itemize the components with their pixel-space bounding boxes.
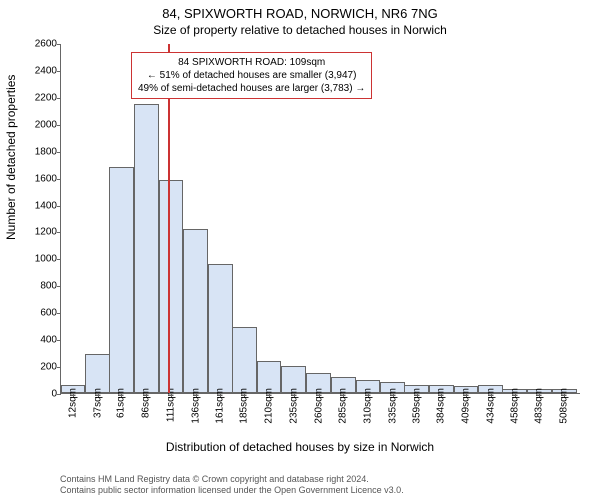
y-tick-label: 0	[21, 389, 57, 400]
x-tick-mark	[146, 393, 147, 397]
x-tick-mark	[171, 393, 172, 397]
footer-line2: Contains public sector information licen…	[60, 485, 404, 496]
y-tick-mark	[57, 340, 61, 341]
x-tick-mark	[368, 393, 369, 397]
y-tick-label: 600	[21, 308, 57, 319]
x-tick-mark	[343, 393, 344, 397]
x-tick-mark	[294, 393, 295, 397]
x-tick-mark	[466, 393, 467, 397]
y-tick-label: 200	[21, 362, 57, 373]
y-tick-label: 1800	[21, 146, 57, 157]
x-tick-mark	[441, 393, 442, 397]
plot-area: 0200400600800100012001400160018002000220…	[60, 44, 580, 394]
y-tick-label: 1400	[21, 200, 57, 211]
y-tick-mark	[57, 232, 61, 233]
y-tick-mark	[57, 313, 61, 314]
x-tick-mark	[515, 393, 516, 397]
footer: Contains HM Land Registry data © Crown c…	[60, 474, 404, 496]
x-tick-mark	[564, 393, 565, 397]
x-tick-mark	[121, 393, 122, 397]
y-tick-mark	[57, 44, 61, 45]
y-tick-mark	[57, 125, 61, 126]
x-tick-mark	[98, 393, 99, 397]
y-tick-mark	[57, 367, 61, 368]
y-tick-label: 800	[21, 281, 57, 292]
y-tick-label: 400	[21, 335, 57, 346]
histogram-bar	[109, 167, 134, 393]
y-tick-mark	[57, 71, 61, 72]
histogram-bar	[183, 229, 208, 393]
x-tick-mark	[491, 393, 492, 397]
chart-title-line2: Size of property relative to detached ho…	[0, 21, 600, 37]
y-tick-mark	[57, 152, 61, 153]
y-tick-label: 1000	[21, 254, 57, 265]
x-tick-mark	[220, 393, 221, 397]
histogram-bar	[208, 264, 233, 393]
y-tick-label: 2400	[21, 65, 57, 76]
annotation-line: 84 SPIXWORTH ROAD: 109sqm	[138, 56, 365, 69]
plot-inner: 0200400600800100012001400160018002000220…	[60, 44, 580, 394]
page-root: 84, SPIXWORTH ROAD, NORWICH, NR6 7NG Siz…	[0, 0, 600, 500]
histogram-bar	[134, 104, 159, 393]
x-tick-mark	[417, 393, 418, 397]
x-tick-mark	[539, 393, 540, 397]
annotation-box: 84 SPIXWORTH ROAD: 109sqm← 51% of detach…	[131, 52, 372, 99]
y-tick-label: 1600	[21, 173, 57, 184]
x-tick-mark	[196, 393, 197, 397]
x-tick-mark	[244, 393, 245, 397]
x-tick-mark	[269, 393, 270, 397]
y-tick-mark	[57, 259, 61, 260]
y-tick-label: 2000	[21, 119, 57, 130]
y-tick-mark	[57, 394, 61, 395]
y-tick-mark	[57, 286, 61, 287]
x-axis-label: Distribution of detached houses by size …	[0, 440, 600, 454]
annotation-line: ← 51% of detached houses are smaller (3,…	[138, 69, 365, 82]
y-tick-label: 1200	[21, 227, 57, 238]
x-tick-mark	[319, 393, 320, 397]
y-tick-mark	[57, 179, 61, 180]
x-tick-mark	[393, 393, 394, 397]
y-tick-mark	[57, 98, 61, 99]
y-tick-mark	[57, 206, 61, 207]
x-tick-mark	[73, 393, 74, 397]
y-axis-label: Number of detached properties	[4, 75, 18, 240]
y-tick-label: 2200	[21, 92, 57, 103]
annotation-line: 49% of semi-detached houses are larger (…	[138, 82, 365, 95]
histogram-bar	[232, 327, 257, 393]
y-tick-label: 2600	[21, 39, 57, 50]
chart-title-line1: 84, SPIXWORTH ROAD, NORWICH, NR6 7NG	[0, 0, 600, 21]
histogram-bar	[159, 180, 184, 393]
footer-line1: Contains HM Land Registry data © Crown c…	[60, 474, 404, 485]
